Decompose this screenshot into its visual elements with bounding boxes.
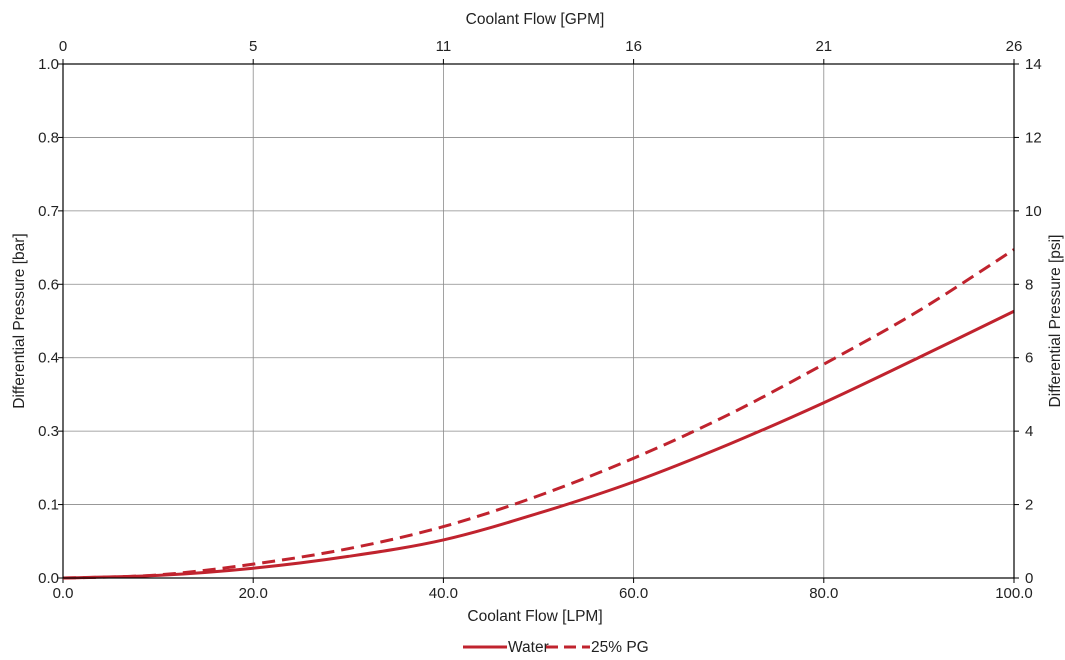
y2-tick-label: 6 — [1025, 350, 1033, 367]
x2-tick-label: 16 — [625, 38, 642, 55]
y-tick-label: 0.3 — [38, 423, 59, 440]
y-tick-label: 1.0 — [38, 56, 59, 73]
x-tick-label: 40.0 — [429, 585, 458, 602]
y2-tick-label: 4 — [1025, 423, 1033, 440]
y2-tick-label: 0 — [1025, 570, 1033, 587]
x-tick-label: 80.0 — [809, 585, 838, 602]
y-tick-label: 0.7 — [38, 203, 59, 220]
x-tick-label: 100.0 — [995, 585, 1033, 602]
series-lines — [62, 248, 1015, 580]
x-axis-title: Coolant Flow [LPM] — [467, 608, 602, 625]
x-tick-label: 20.0 — [239, 585, 268, 602]
x2-tick-label: 0 — [59, 38, 67, 55]
y2-tick-label: 12 — [1025, 129, 1042, 146]
x2-tick-label: 26 — [1006, 38, 1023, 55]
plot-frame — [62, 63, 1015, 579]
y-axis-title: Differential Pressure [bar] — [11, 233, 28, 408]
y-tick-label: 0.0 — [38, 570, 59, 587]
y-tick-label: 0.4 — [38, 350, 59, 367]
series-water-line — [62, 309, 1015, 580]
grid-lines — [58, 59, 1019, 583]
legend: Water 25% PG — [463, 639, 649, 656]
y-tick-label: 0.8 — [38, 129, 59, 146]
y-tick-label: 0.6 — [38, 276, 59, 293]
x-tick-label: 0.0 — [53, 585, 74, 602]
series-pg-line — [62, 248, 1015, 580]
x2-axis-title: Coolant Flow [GPM] — [466, 11, 605, 28]
y2-tick-label: 10 — [1025, 203, 1042, 220]
x2-tick-label: 21 — [815, 38, 832, 55]
y2-tick-label: 8 — [1025, 276, 1033, 293]
x2-tick-label: 5 — [249, 38, 257, 55]
legend-water-label: Water — [508, 639, 549, 656]
y2-tick-label: 14 — [1025, 56, 1042, 73]
x-tick-label: 60.0 — [619, 585, 648, 602]
y2-tick-label: 2 — [1025, 497, 1033, 514]
y-tick-label: 0.1 — [38, 497, 59, 514]
y2-axis-title: Differential Pressure [psi] — [1047, 235, 1064, 408]
x2-tick-label: 11 — [436, 38, 452, 55]
legend-pg-label: 25% PG — [591, 639, 649, 656]
